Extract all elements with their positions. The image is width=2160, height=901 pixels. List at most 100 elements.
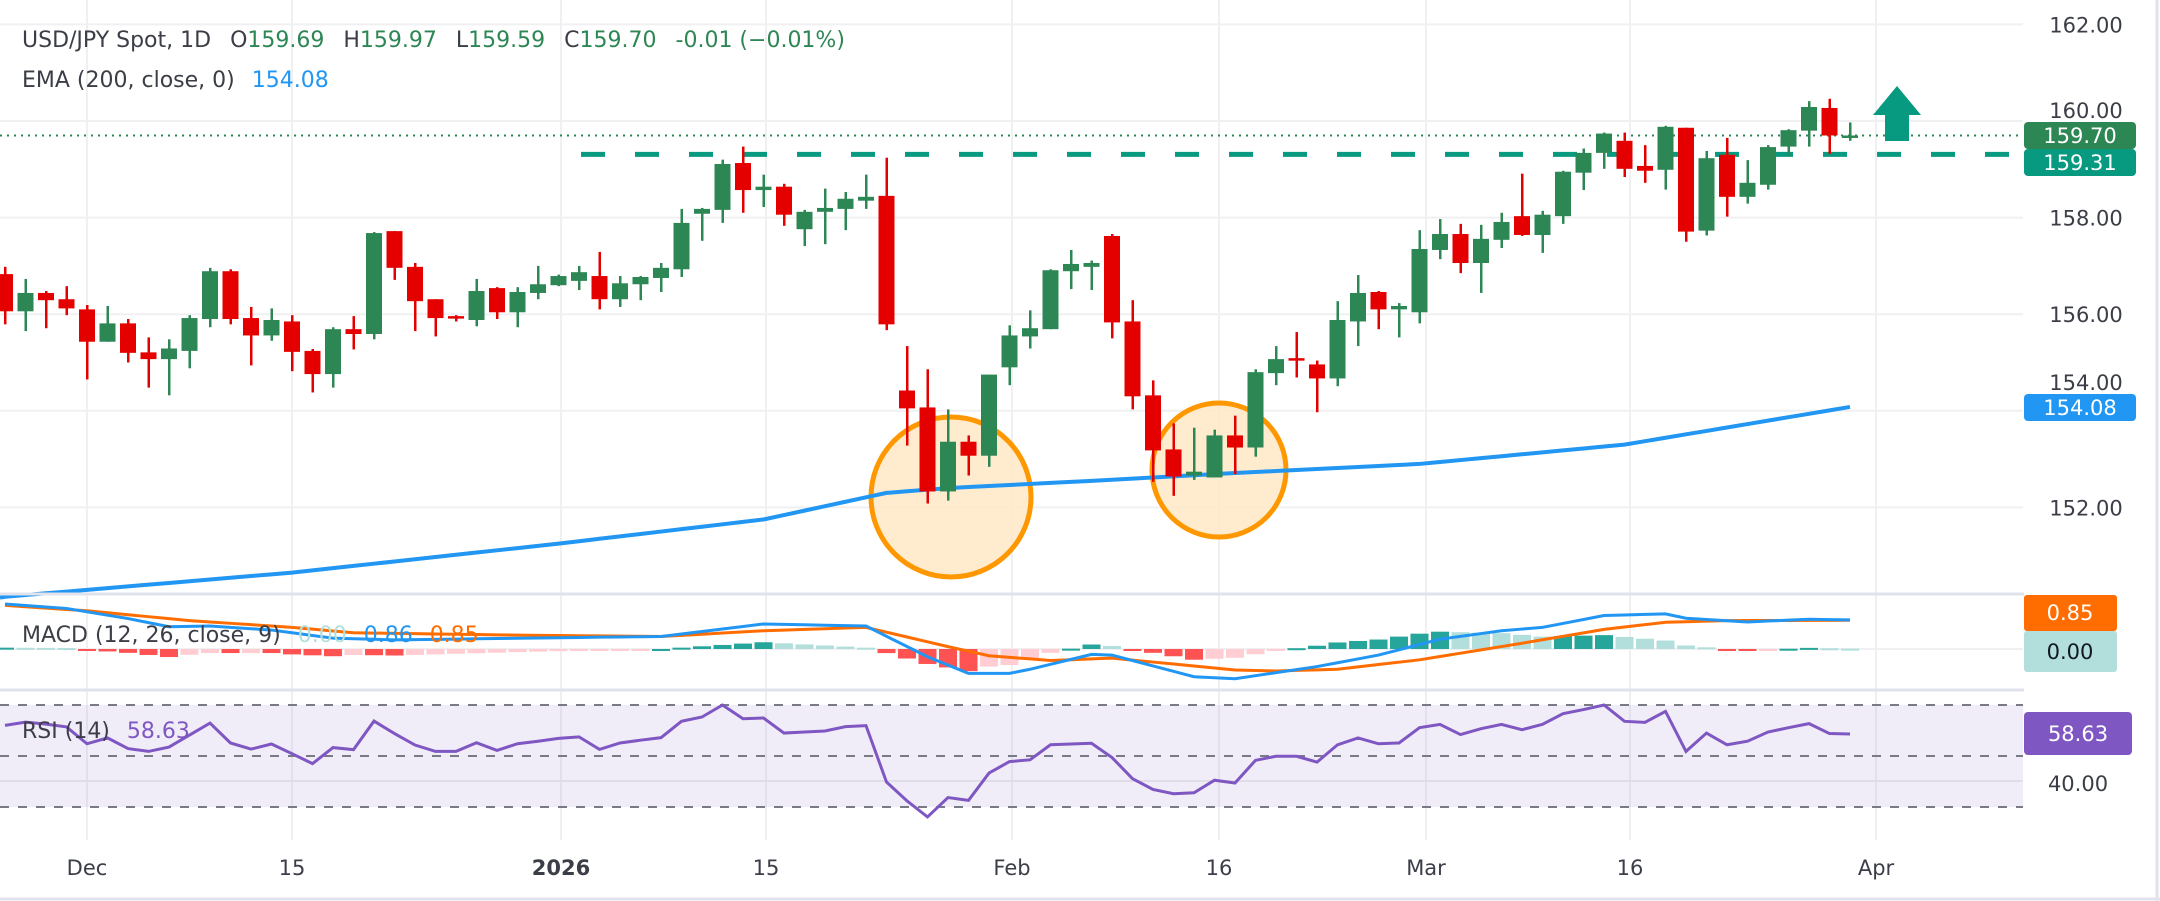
highlight-circle-1[interactable] bbox=[868, 414, 1034, 580]
macd-histogram-bar bbox=[180, 649, 199, 655]
macd-histogram-bar bbox=[201, 649, 219, 654]
candle-body bbox=[243, 318, 259, 336]
candle bbox=[735, 146, 751, 213]
candle-body bbox=[530, 284, 546, 293]
candle bbox=[878, 157, 895, 331]
candle bbox=[1022, 310, 1038, 349]
candle-body bbox=[735, 163, 751, 191]
candle bbox=[1698, 150, 1715, 236]
candle bbox=[448, 315, 464, 322]
candle-body bbox=[161, 348, 177, 360]
candle-body bbox=[1104, 235, 1120, 323]
rsi-value-box bbox=[2024, 712, 2132, 755]
candle-wick bbox=[1316, 360, 1319, 413]
macd-hist-value: 0.00 bbox=[298, 623, 347, 648]
macd-histogram-bar bbox=[1267, 649, 1285, 651]
price-axis[interactable]: 162.00 160.00 158.00 156.00 154.00 152.00 159… bbox=[2024, 0, 2160, 901]
candle-body bbox=[919, 407, 936, 492]
macd-histogram-bar bbox=[529, 649, 547, 652]
candle-body bbox=[284, 321, 300, 352]
candle-wick bbox=[844, 192, 847, 231]
candle-body bbox=[468, 291, 485, 320]
candle-body bbox=[0, 274, 13, 312]
macd-histogram-bar bbox=[1062, 648, 1080, 651]
candle-body bbox=[653, 267, 669, 278]
candle bbox=[181, 315, 198, 369]
macd-histogram-bar bbox=[980, 649, 998, 667]
ema-price-label: 154.08 bbox=[2043, 396, 2116, 420]
candle-body bbox=[1473, 238, 1489, 264]
candle-body bbox=[1657, 126, 1674, 170]
macd-histogram-bar bbox=[1103, 645, 1121, 649]
time-axis-label: Apr bbox=[1858, 856, 1895, 880]
candle-body bbox=[1206, 435, 1223, 478]
candle-body bbox=[1596, 133, 1612, 153]
candle-body bbox=[489, 288, 505, 313]
candle bbox=[899, 346, 915, 446]
candle bbox=[1104, 234, 1120, 339]
candle bbox=[489, 287, 505, 320]
candle bbox=[1186, 427, 1202, 480]
candle bbox=[1596, 132, 1612, 169]
candle bbox=[1124, 300, 1141, 410]
macd-histogram-bar bbox=[1841, 648, 1859, 651]
macd-histogram-bar bbox=[1718, 649, 1736, 651]
candle bbox=[550, 274, 567, 287]
macd-histogram-bar bbox=[1287, 648, 1306, 651]
candle-body bbox=[17, 292, 34, 312]
macd-legend[interactable]: MACD (12, 26, close, 9) 0.00 0.86 0.85 bbox=[22, 623, 479, 648]
candle-body bbox=[1534, 214, 1551, 235]
candle bbox=[1288, 332, 1305, 378]
candle bbox=[673, 208, 690, 278]
candle bbox=[1309, 360, 1325, 413]
candle bbox=[1042, 269, 1059, 330]
candle bbox=[1411, 230, 1428, 324]
macd-histogram-bar bbox=[816, 645, 834, 649]
candle bbox=[1145, 380, 1161, 482]
rsi-legend[interactable]: RSI (14) 58.63 bbox=[22, 719, 190, 744]
ema-legend[interactable]: EMA (200, close, 0) 154.08 bbox=[22, 68, 329, 93]
candle-body bbox=[940, 441, 956, 492]
level-price-label: 159.31 bbox=[2043, 151, 2116, 175]
price-pane[interactable] bbox=[0, 86, 2023, 600]
rsi-pane[interactable] bbox=[0, 703, 2023, 819]
candle bbox=[1555, 170, 1571, 224]
macd-histogram-bar bbox=[324, 649, 342, 657]
candle-wick bbox=[45, 291, 48, 329]
candle-body bbox=[448, 316, 464, 319]
candle-wick bbox=[86, 305, 89, 380]
macd-histogram-bar bbox=[447, 649, 465, 654]
candle-body bbox=[878, 195, 895, 325]
candle-wick bbox=[1849, 122, 1852, 141]
macd-histogram-bar bbox=[98, 649, 117, 652]
candle-body bbox=[427, 299, 444, 319]
macd-histogram-bar bbox=[1738, 649, 1757, 651]
candle-body bbox=[140, 352, 157, 360]
macd-histogram-bar bbox=[1246, 649, 1265, 655]
time-axis-label: Feb bbox=[993, 856, 1030, 880]
macd-histogram-bar bbox=[365, 649, 383, 656]
candle-wick bbox=[250, 306, 253, 366]
candle bbox=[1370, 291, 1387, 330]
macd-signal-line bbox=[4, 603, 1851, 673]
candle-wick bbox=[1377, 291, 1380, 330]
rsi-axis-value: 58.63 bbox=[2048, 722, 2108, 746]
candle bbox=[1678, 127, 1694, 242]
candle bbox=[837, 192, 854, 231]
up-arrow-icon bbox=[1873, 86, 1921, 141]
candle bbox=[202, 267, 218, 328]
candle-body bbox=[222, 271, 239, 320]
symbol-label: USD/JPY Spot, 1D bbox=[22, 28, 211, 53]
ema-200-line bbox=[0, 404, 1851, 600]
time-axis[interactable]: Dec 15 2026 15 Feb 16 Mar 16 Apr bbox=[67, 856, 1895, 880]
macd-histogram-bar bbox=[1369, 639, 1388, 649]
candle bbox=[796, 209, 813, 247]
candle bbox=[591, 251, 608, 310]
macd-histogram-bar bbox=[1800, 647, 1818, 650]
candle-wick bbox=[1398, 303, 1401, 338]
candle-body bbox=[1288, 358, 1305, 361]
candle bbox=[79, 305, 95, 380]
macd-histogram-bar bbox=[1595, 635, 1613, 649]
macd-pane[interactable] bbox=[0, 602, 1859, 681]
